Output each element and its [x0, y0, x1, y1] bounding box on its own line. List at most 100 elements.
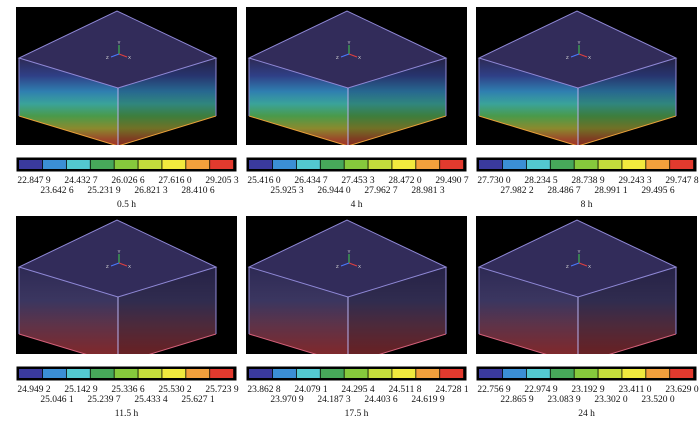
legend-swatch [598, 160, 622, 169]
legend-tick-label: 25.433 4 [134, 395, 168, 405]
legend-tick-label: 24.949 2 [17, 385, 51, 395]
color-legend [476, 366, 697, 381]
legend-tick-label: 29.747 8 [665, 176, 699, 186]
legend-swatch [138, 160, 162, 169]
legend-tick-label: 24.619 9 [411, 395, 445, 405]
legend-swatch [114, 160, 138, 169]
model-view: Y X Z [16, 7, 237, 145]
legend-tick-label: 28.234 5 [524, 176, 558, 186]
legend-tick-label: 25.231 9 [87, 186, 121, 196]
axis-triad-icon: Y X Z [566, 40, 591, 60]
color-legend [246, 157, 467, 172]
panel-0-5h: Y X Z 22.847 9 24.432 7 26.026 6 27.616 0 29.2… [16, 7, 239, 213]
legend-labels-bottom: 23.642 6 25.231 9 26.821 3 28.410 6 [16, 185, 237, 197]
legend-swatch [670, 160, 694, 169]
legend-tick-label: 25.336 6 [111, 385, 145, 395]
slab-bottom-edge [248, 115, 447, 145]
legend-tick-label: 22.865 9 [500, 395, 534, 405]
legend-swatch [622, 160, 646, 169]
time-caption: 0.5 h [117, 200, 136, 210]
axis-y-label: Y [118, 249, 121, 254]
legend-swatch [19, 160, 43, 169]
legend-swatch [646, 160, 670, 169]
legend-swatch [526, 369, 550, 378]
legend-swatch [479, 160, 503, 169]
legend-swatch [210, 369, 234, 378]
axis-triad-icon: Y X Z [106, 40, 131, 60]
legend-swatch [162, 369, 186, 378]
legend-tick-label: 24.728 1 [435, 385, 469, 395]
legend-swatch [574, 369, 598, 378]
axis-x-label: X [128, 55, 131, 60]
legend-swatch [42, 160, 66, 169]
axis-x-label: X [358, 264, 361, 269]
slab-bottom-edge [18, 333, 217, 354]
legend-tick-label: 22.847 9 [17, 176, 51, 186]
axis-z-label: Z [566, 264, 569, 269]
legend-labels-bottom: 22.865 9 23.083 9 23.302 0 23.520 0 [476, 394, 697, 406]
color-legend [476, 157, 697, 172]
legend-tick-label: 23.629 0 [665, 385, 699, 395]
legend-tick-label: 23.642 6 [40, 186, 74, 196]
legend-labels-top: 23.862 8 24.079 1 24.295 4 24.511 8 24.728 1 [246, 384, 469, 396]
legend-swatch [90, 160, 114, 169]
axis-x-label: X [588, 55, 591, 60]
legend-swatch [272, 160, 296, 169]
legend-tick-label: 29.205 3 [205, 176, 239, 186]
legend-tick-label: 22.756 9 [477, 385, 511, 395]
legend-tick-label: 24.403 6 [364, 395, 398, 405]
legend-swatch [344, 369, 368, 378]
axis-y-label: Y [578, 40, 581, 45]
legend-swatch [114, 369, 138, 378]
legend-swatch [138, 369, 162, 378]
legend-tick-label: 25.627 1 [181, 395, 215, 405]
legend-swatch [66, 369, 90, 378]
legend-swatch [368, 369, 392, 378]
legend-swatch [550, 369, 574, 378]
legend-tick-label: 26.821 3 [134, 186, 168, 196]
model-view: Y X Z [246, 216, 467, 354]
axis-y-label: Y [348, 249, 351, 254]
legend-tick-label: 27.982 2 [500, 186, 534, 196]
axis-y-label: Y [348, 40, 351, 45]
legend-labels-top: 27.730 0 28.234 5 28.738 9 29.243 3 29.747 8 [476, 175, 699, 187]
legend-tick-label: 29.243 3 [618, 176, 652, 186]
legend-tick-label: 28.981 3 [411, 186, 445, 196]
legend-tick-label: 29.495 6 [641, 186, 675, 196]
axis-x-label: X [128, 264, 131, 269]
legend-tick-label: 29.490 7 [435, 176, 469, 186]
color-legend [246, 366, 467, 381]
panel-8h: Y X Z 27.730 0 28.234 5 28.738 9 29.243 3 29.7… [476, 7, 699, 213]
axis-z-label: Z [336, 55, 339, 60]
axis-z-label: Z [106, 264, 109, 269]
legend-tick-label: 24.079 1 [294, 385, 328, 395]
legend-labels-top: 24.949 2 25.142 9 25.336 6 25.530 2 25.723 9 [16, 384, 239, 396]
legend-swatch [526, 160, 550, 169]
legend-tick-label: 22.974 9 [524, 385, 558, 395]
legend-tick-label: 27.730 0 [477, 176, 511, 186]
legend-swatch [66, 160, 90, 169]
legend-tick-label: 23.302 0 [594, 395, 628, 405]
panel-17-5h: Y X Z 23.862 8 24.079 1 24.295 4 24.511 8 24.7… [246, 216, 469, 422]
slab-left-face [249, 267, 348, 354]
model-view: Y X Z [246, 7, 467, 145]
slab-left-face [479, 267, 578, 354]
legend-tick-label: 26.026 6 [111, 176, 145, 186]
legend-tick-label: 28.472 0 [388, 176, 422, 186]
legend-swatch [296, 369, 320, 378]
legend-labels-top: 22.847 9 24.432 7 26.026 6 27.616 0 29.205 3 [16, 175, 239, 187]
legend-swatch [272, 369, 296, 378]
legend-swatch [186, 160, 210, 169]
legend-swatch [162, 160, 186, 169]
legend-swatch [249, 369, 273, 378]
legend-swatch [598, 369, 622, 378]
legend-tick-label: 25.142 9 [64, 385, 98, 395]
slab-left-face [19, 267, 118, 354]
axis-z-label: Z [106, 55, 109, 60]
legend-swatch [320, 369, 344, 378]
legend-swatch [19, 369, 43, 378]
axis-x-label: X [588, 264, 591, 269]
legend-tick-label: 25.723 9 [205, 385, 239, 395]
axis-triad-icon: Y X Z [106, 249, 131, 269]
legend-tick-label: 23.192 9 [571, 385, 605, 395]
